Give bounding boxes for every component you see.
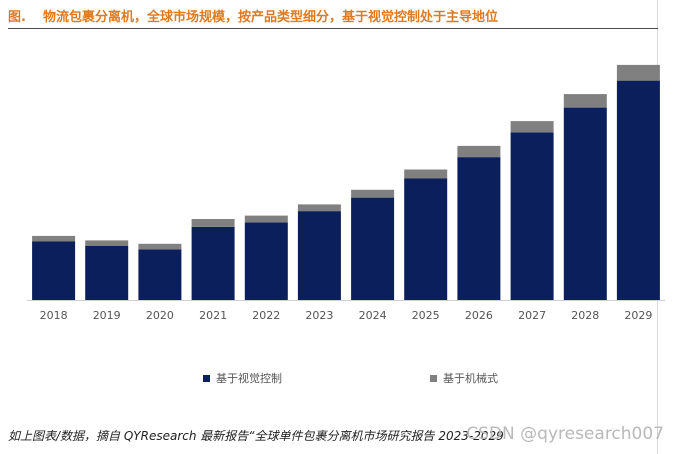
bar-vision-2024 (351, 197, 395, 300)
figure-title: 物流包裹分离机，全球市场规模，按产品类型细分，基于视觉控制处于主导地位 (43, 10, 499, 25)
bar-mechanical-2022 (244, 215, 288, 223)
x-tick-label-2026: 2026 (465, 309, 493, 322)
bar-mechanical-2029 (616, 64, 660, 81)
bar-vision-2026 (457, 157, 501, 300)
bar-vision-2018 (32, 241, 76, 300)
bar-mechanical-2026 (457, 145, 501, 158)
bar-mechanical-2024 (351, 189, 395, 198)
bar-vision-2019 (85, 246, 129, 300)
x-tick-label-2020: 2020 (146, 309, 174, 322)
x-tick-label-2018: 2018 (40, 309, 68, 322)
bar-vision-2021 (191, 226, 235, 300)
bar-mechanical-2021 (191, 219, 235, 227)
bar-vision-2027 (510, 132, 554, 300)
bar-chart: 2018 2019 2020 2021 2022 2023 2024 2025 2026 2027… (27, 64, 665, 322)
bar-vision-2020 (138, 249, 182, 300)
bar-mechanical-2019 (85, 240, 129, 246)
legend-item-vision: 基于视觉控制 (203, 370, 282, 386)
x-tick-label-2021: 2021 (199, 309, 227, 322)
x-tick-label-2029: 2029 (624, 309, 652, 322)
bar-mechanical-2028 (563, 94, 607, 108)
bar-vision-2028 (563, 107, 607, 300)
bar-mechanical-2023 (297, 204, 341, 212)
legend-label-vision: 基于视觉控制 (216, 372, 282, 385)
bar-vision-2025 (404, 178, 448, 300)
x-tick-label-2025: 2025 (412, 309, 440, 322)
source-note: 如上图表/数据，摘自 QYResearch 最新报告“全球单件包裹分离机市场研究… (8, 429, 504, 443)
x-tick-label-2019: 2019 (93, 309, 121, 322)
legend-swatch-mechanical (430, 374, 437, 382)
legend: 基于视觉控制 基于机械式 (0, 370, 678, 388)
x-tick-label-2024: 2024 (359, 309, 387, 322)
legend-item-mechanical: 基于机械式 (430, 370, 498, 386)
bar-mechanical-2025 (404, 169, 448, 179)
figure-label: 图. (8, 10, 26, 25)
watermark: CSDN @qyresearch007 (466, 424, 664, 444)
bar-vision-2022 (244, 222, 288, 300)
legend-label-mechanical: 基于机械式 (443, 372, 498, 385)
chart-area: 2018 2019 2020 2021 2022 2023 2024 2025 2026 2027… (0, 30, 678, 385)
x-tick-label-2027: 2027 (518, 309, 546, 322)
x-tick-label-2028: 2028 (571, 309, 599, 322)
x-tick-label-2022: 2022 (252, 309, 280, 322)
bar-vision-2029 (616, 80, 660, 300)
legend-swatch-vision (203, 374, 210, 382)
bar-mechanical-2020 (138, 243, 182, 250)
x-tick-label-2023: 2023 (305, 309, 333, 322)
bar-mechanical-2027 (510, 121, 554, 133)
bar-vision-2023 (297, 211, 341, 300)
figure-header: 图. 物流包裹分离机，全球市场规模，按产品类型细分，基于视觉控制处于主导地位 (8, 5, 658, 29)
bar-mechanical-2018 (32, 235, 76, 242)
